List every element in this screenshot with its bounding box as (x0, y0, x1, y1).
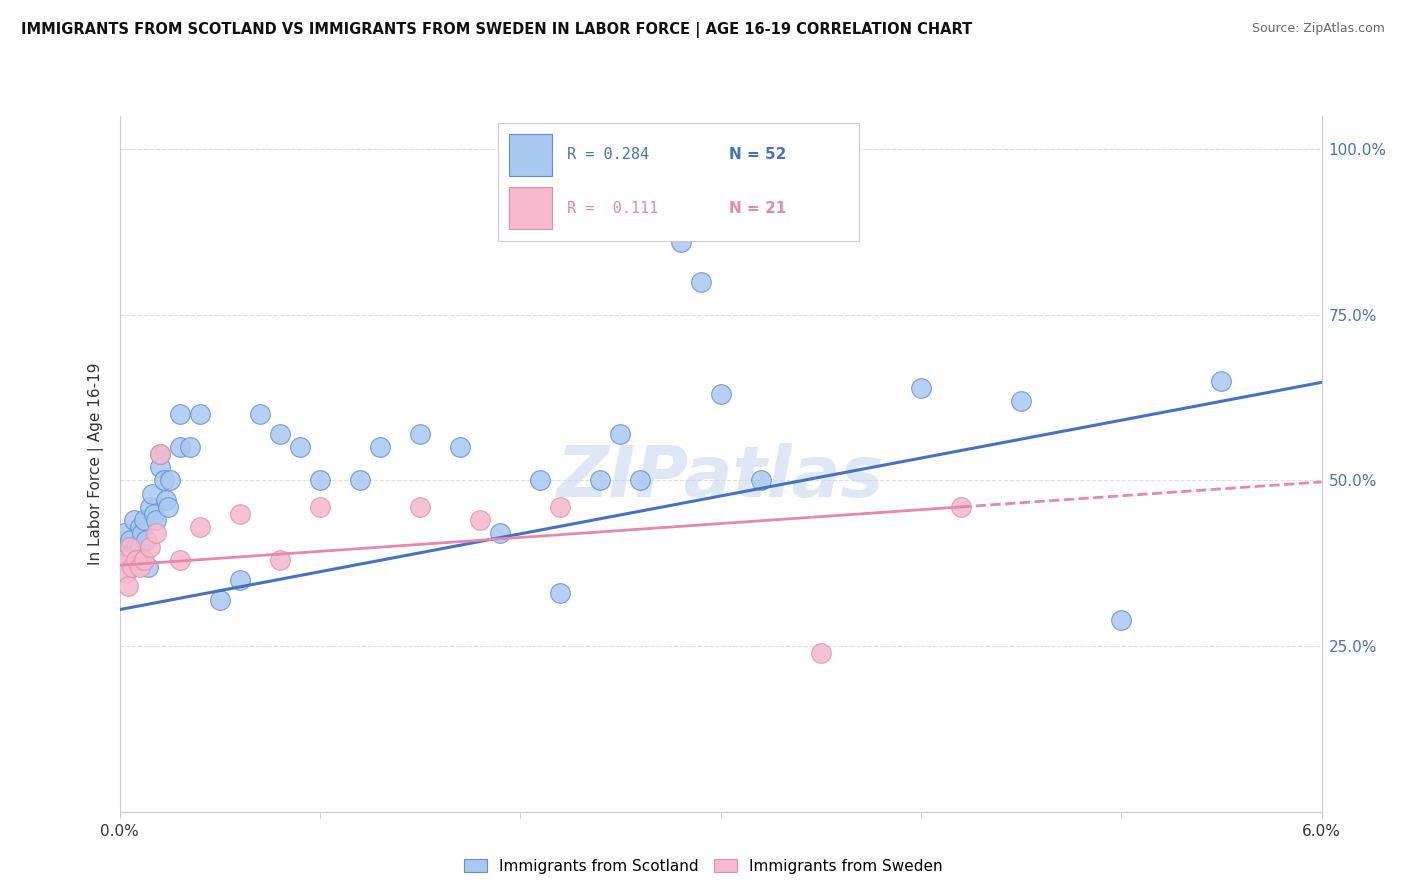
Point (149, 460, 172, 475)
Point (630, 474, 652, 488)
Point (249, 407, 271, 421)
Point (309, 474, 332, 488)
Text: IMMIGRANTS FROM SCOTLAND VS IMMIGRANTS FROM SWEDEN IN LABOR FORCE | AGE 16-19 CO: IMMIGRANTS FROM SCOTLAND VS IMMIGRANTS F… (21, 22, 973, 38)
Point (135, 533, 157, 547)
Point (152, 474, 174, 488)
Point (489, 526, 512, 541)
Point (136, 559, 159, 574)
Point (114, 566, 136, 581)
Point (132, 553, 155, 567)
Point (121, 559, 143, 574)
Y-axis label: In Labor Force | Age 16-19: In Labor Force | Age 16-19 (87, 362, 104, 566)
Text: Source: ZipAtlas.com: Source: ZipAtlas.com (1251, 22, 1385, 36)
Point (131, 526, 153, 541)
Point (159, 474, 181, 488)
Point (309, 500, 332, 514)
Point (114, 540, 136, 554)
Point (1010, 393, 1032, 408)
Point (449, 440, 471, 454)
Point (112, 553, 135, 567)
Point (169, 407, 191, 421)
Point (709, 387, 731, 401)
Point (118, 533, 141, 547)
Point (188, 407, 211, 421)
Legend: Immigrants from Scotland, Immigrants from Sweden: Immigrants from Scotland, Immigrants fro… (457, 853, 949, 880)
Point (149, 447, 172, 461)
Point (368, 440, 391, 454)
Point (112, 526, 135, 541)
Point (1111, 613, 1133, 627)
Point (349, 474, 371, 488)
Point (124, 553, 146, 567)
Point (128, 559, 150, 574)
Point (228, 573, 252, 587)
Point (121, 546, 143, 560)
Point (127, 553, 149, 567)
Point (149, 447, 172, 461)
Point (529, 474, 551, 488)
Point (288, 440, 311, 454)
Point (138, 540, 160, 554)
Point (950, 500, 973, 514)
Point (155, 493, 177, 508)
Point (117, 579, 139, 593)
Point (142, 507, 165, 521)
Point (169, 553, 191, 567)
Point (409, 427, 432, 442)
Point (128, 520, 150, 534)
Point (548, 500, 571, 514)
Point (228, 507, 252, 521)
Point (208, 592, 231, 607)
Point (669, 235, 692, 249)
Point (132, 513, 155, 527)
Point (910, 381, 932, 395)
Point (468, 513, 492, 527)
Point (117, 553, 139, 567)
Point (118, 540, 141, 554)
Point (141, 486, 163, 500)
Point (589, 474, 612, 488)
Point (124, 540, 146, 554)
Point (145, 513, 167, 527)
Point (128, 540, 150, 554)
Point (188, 520, 211, 534)
Point (269, 427, 291, 442)
Point (1211, 374, 1233, 388)
Point (179, 440, 201, 454)
Point (156, 500, 179, 514)
Point (122, 513, 145, 527)
Text: ZIPatlas: ZIPatlas (557, 443, 884, 512)
Point (548, 586, 571, 600)
Point (810, 646, 832, 660)
Point (409, 500, 432, 514)
Point (138, 500, 160, 514)
Point (689, 275, 711, 289)
Point (169, 440, 191, 454)
Point (749, 474, 772, 488)
Point (145, 526, 167, 541)
Point (609, 427, 631, 442)
Point (269, 553, 291, 567)
